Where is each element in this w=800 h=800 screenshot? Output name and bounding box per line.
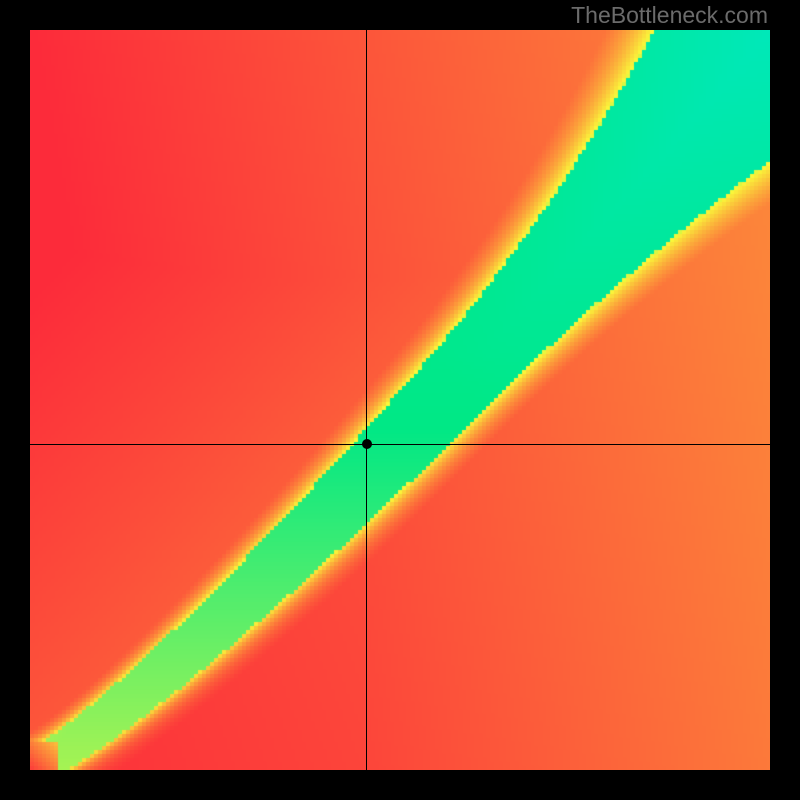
crosshair-horizontal <box>30 444 770 445</box>
heatmap-canvas <box>30 30 770 770</box>
heatmap-container <box>30 30 770 770</box>
watermark-text: TheBottleneck.com <box>571 2 768 29</box>
crosshair-vertical <box>366 30 367 770</box>
